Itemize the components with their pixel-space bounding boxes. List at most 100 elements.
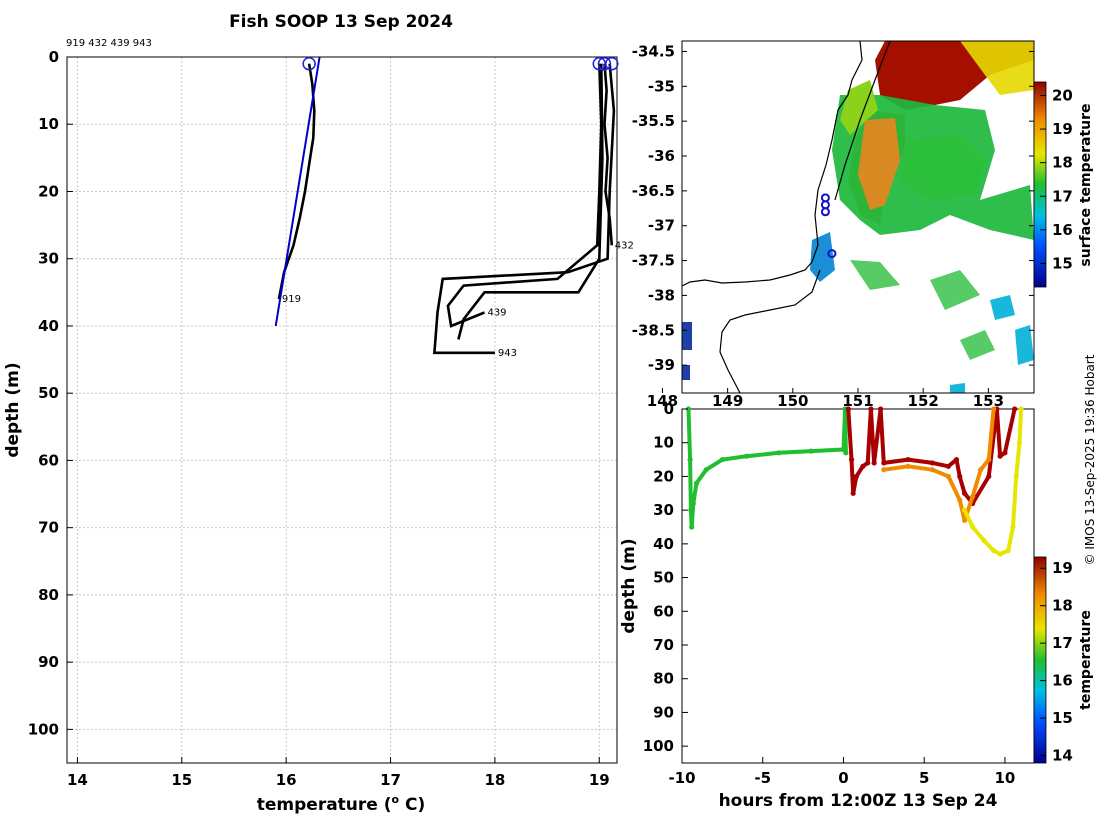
map-colorbar <box>1033 81 1047 288</box>
depth-time-point <box>719 456 725 463</box>
profile-start-marker <box>605 56 619 71</box>
map-ytick-label: -36 <box>648 147 675 165</box>
map-xtick-label: 151 <box>842 392 873 410</box>
depth-time-point <box>957 473 963 480</box>
dt-xtick-label: -10 <box>668 769 695 787</box>
map-ytick-label: -38 <box>648 286 675 304</box>
dt-ytick-label: 70 <box>653 636 674 654</box>
left-ytick-label: 60 <box>38 451 59 469</box>
depth-time-point <box>848 456 855 463</box>
depth-time-point <box>905 463 911 469</box>
depth-time-track-tow2 <box>846 407 1017 506</box>
colorbar-tick-label: 17 <box>1052 187 1073 205</box>
dt-xtick-label: -5 <box>754 769 771 787</box>
left-xlabel-prefix: temperature ( <box>257 795 392 815</box>
depth-time-ylabel: depth (m) <box>619 538 639 633</box>
depth-time-point <box>1012 406 1018 412</box>
depth-time-point <box>868 406 874 412</box>
left-ytick-label: 70 <box>38 519 59 537</box>
left-xtick-label: 14 <box>67 771 88 789</box>
depth-time-point <box>997 551 1003 557</box>
left-ytick-label: 80 <box>38 586 59 604</box>
depth-time-track-tow1 <box>686 407 848 529</box>
depth-time-point <box>850 490 856 496</box>
depth-time-point <box>693 480 700 486</box>
map-ytick-label: -35.5 <box>632 112 675 130</box>
map-field <box>682 41 1034 393</box>
map-xtick-label: 152 <box>908 392 939 410</box>
map-coastline <box>682 41 863 393</box>
colorbar-tick-label: 16 <box>1052 672 1073 690</box>
depth-time-point <box>881 460 887 466</box>
left-grid <box>67 56 617 763</box>
left-xtick-label: 19 <box>589 771 610 789</box>
depth-time-point <box>905 456 911 463</box>
depth-time-point <box>961 507 968 513</box>
map-ytick-label: -37.5 <box>632 252 675 270</box>
colorbar-tick-label: 18 <box>1052 597 1073 615</box>
left-xlabel: temperature (o C) <box>257 793 426 815</box>
depth-time-point <box>1013 473 1019 480</box>
depth-time-point <box>986 473 992 480</box>
left-ytick-label: 30 <box>38 250 59 268</box>
temp-colorbar <box>1033 556 1047 764</box>
dt-ytick-label: 0 <box>664 400 674 418</box>
map-colorbar-ticks: 15 16 17 18 19 20 <box>1040 86 1073 272</box>
left-ylabel: depth (m) <box>3 362 23 457</box>
dt-ytick-label: 60 <box>653 602 674 620</box>
left-ytick-label: 100 <box>28 720 59 738</box>
depth-time-point <box>689 524 695 530</box>
left-ytick-label: 50 <box>38 384 59 402</box>
dt-xtick-label: 5 <box>919 769 929 787</box>
depth-time-point <box>703 467 709 473</box>
depth-time-point <box>945 463 952 469</box>
colorbar-tick-label: 19 <box>1052 120 1073 138</box>
map-cool-patch <box>810 232 835 282</box>
profile-label-439: 439 <box>487 308 506 319</box>
left-ticks: 14 15 16 17 18 19 0 10 20 30 40 50 60 70 80 90 100 <box>28 48 610 789</box>
depth-time-point <box>1010 524 1016 530</box>
depth-time-point <box>991 406 997 412</box>
depth-time-point <box>1016 440 1023 446</box>
depth-time-point <box>978 467 984 473</box>
map-ytick-label: -35 <box>648 77 675 95</box>
left-xlabel-unit: C) <box>399 795 425 815</box>
map-station-marker <box>827 249 837 259</box>
map-ytick-label: -39 <box>648 356 675 374</box>
depth-time-point <box>881 467 887 473</box>
depth-time-point <box>843 450 849 456</box>
depth-time-point <box>776 450 782 456</box>
left-xtick-label: 16 <box>276 771 297 789</box>
dt-ytick-label: 90 <box>653 703 674 721</box>
depth-time-point <box>997 453 1003 459</box>
map-ytick-label: -36.5 <box>632 182 675 200</box>
depth-time-point <box>953 456 960 463</box>
colorbar-tick-label: 19 <box>1052 559 1073 577</box>
depth-time-point <box>685 406 692 412</box>
colorbar-tick-label: 20 <box>1052 86 1073 104</box>
profile-label-919: 919 <box>282 294 301 305</box>
map-green-coast <box>840 80 878 135</box>
map-warm-edge <box>960 41 1034 95</box>
depth-time-point <box>929 467 935 473</box>
depth-time-point <box>970 524 976 530</box>
depth-time-frame <box>681 408 1035 764</box>
profile-ids-header: 919 432 439 943 <box>66 38 152 49</box>
map-station-marker <box>820 207 830 217</box>
dt-xtick-label: 0 <box>838 769 848 787</box>
depth-time-point <box>860 463 866 469</box>
map-xtick-label: 153 <box>973 392 1004 410</box>
colorbar-tick-label: 15 <box>1052 254 1073 272</box>
dt-ytick-label: 80 <box>653 670 674 688</box>
depth-time-point <box>986 456 992 463</box>
profile-start-marker <box>597 56 612 71</box>
depth-time-point <box>1005 548 1011 554</box>
colorbar-tick-label: 17 <box>1052 634 1073 652</box>
left-ytick-label: 20 <box>38 182 59 200</box>
profile-line-943 <box>432 63 616 355</box>
map-ytick-label: -37 <box>648 217 675 235</box>
depth-time-point <box>1002 450 1008 456</box>
depth-time-point <box>845 406 851 412</box>
colorbar-tick-label: 14 <box>1052 747 1073 765</box>
